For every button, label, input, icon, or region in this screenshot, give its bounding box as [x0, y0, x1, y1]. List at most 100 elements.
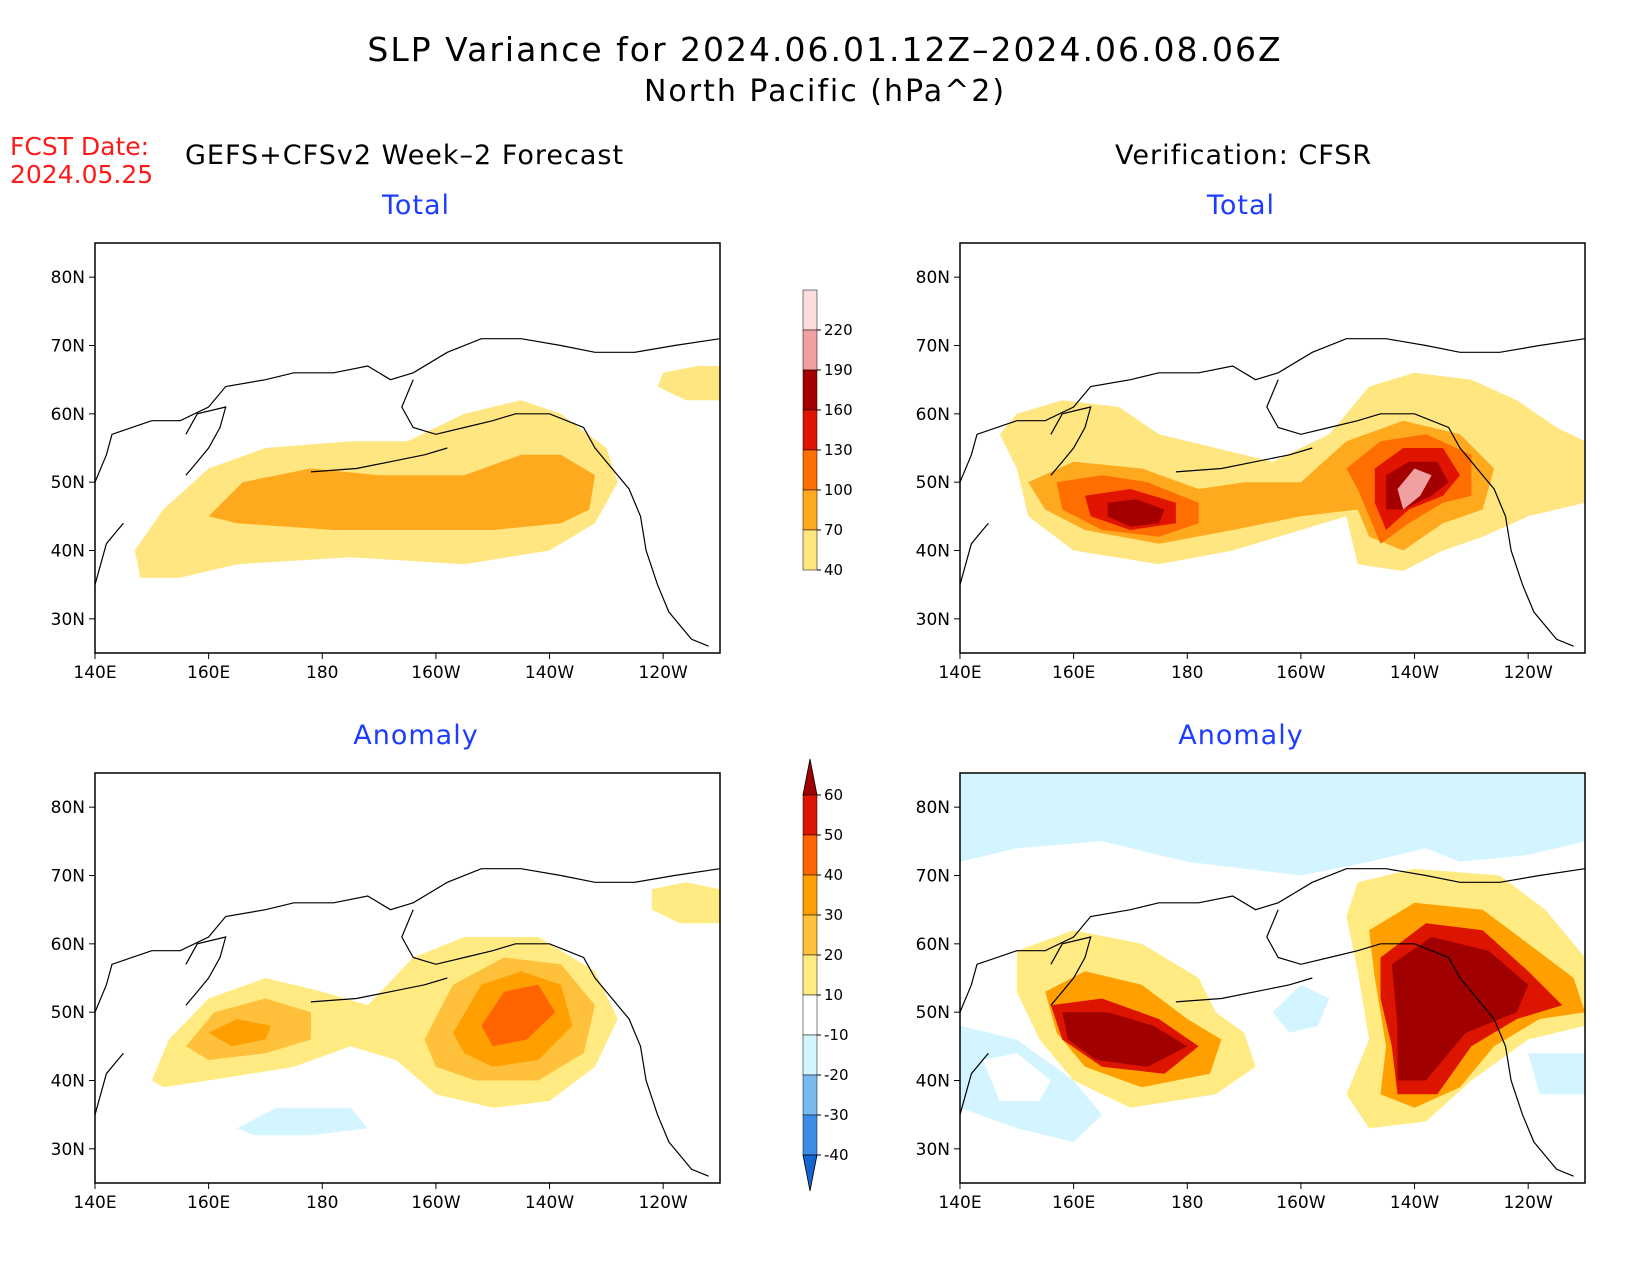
colorbar-tick-label: 60 — [824, 786, 843, 804]
fcst-date-label: FCST Date: — [10, 132, 150, 161]
lat-tick-label: 40N — [51, 1072, 85, 1092]
colorbar-anomaly: 60 50 40 30 20 10 -10 -20 -30 -40 — [802, 758, 849, 1192]
colorbar-top-arrow — [802, 758, 818, 796]
coastline — [960, 338, 1585, 647]
lon-tick-label: 180 — [306, 1193, 338, 1213]
lat-tick-label: 80N — [51, 268, 85, 288]
panel-title-forecast-anomaly: Anomaly — [353, 720, 479, 751]
colorbar-tick-label: 40 — [824, 561, 843, 579]
colorbar-swatch — [802, 1114, 818, 1156]
colorbar-tick-label: 10 — [824, 986, 843, 1004]
panel-frame — [959, 772, 1586, 1184]
colorbar-swatch — [802, 914, 818, 956]
panel-frame — [959, 242, 1586, 654]
lon-tick-label: 180 — [306, 663, 338, 683]
colorbar-swatch — [802, 529, 818, 571]
coastline-segment-4 — [1175, 977, 1313, 1003]
colorbar-tick-label: -20 — [824, 1066, 849, 1084]
colorbar-tick-label: 50 — [824, 826, 843, 844]
lat-tick-label: 50N — [916, 1003, 950, 1023]
shaded-field — [134, 366, 720, 578]
lon-tick-label: 160W — [411, 1193, 460, 1213]
colorbar-tick-label: 30 — [824, 906, 843, 924]
coastline-segment-1 — [1266, 379, 1574, 647]
contour-fill-2 — [1272, 984, 1330, 1033]
colorbar-swatch — [802, 954, 818, 996]
coastline-segment-4 — [1175, 447, 1313, 473]
coastline-segment-1 — [1266, 909, 1574, 1177]
coastline-segment-0 — [960, 338, 1585, 483]
lon-tick-label: 140E — [938, 1193, 981, 1213]
lon-tick-label: 120W — [639, 663, 688, 683]
lat-tick-label: 60N — [916, 405, 950, 425]
lat-tick-label: 70N — [51, 337, 85, 357]
map-title: SLP Variance for 2024.06.01.12Z–2024.06.… — [367, 30, 1283, 69]
shaded-field — [960, 773, 1585, 1142]
panel-verification-total: 80N 70N 60N 50N 40N 30N 140E 160E 180 160W 140W 120… — [916, 242, 1586, 683]
colorbar-swatch — [802, 329, 818, 371]
forecast-column-heading: GEFS+CFSv2 Week–2 Forecast — [185, 140, 625, 171]
coastline-segment-2 — [185, 406, 227, 476]
lat-tick-label: 30N — [916, 1140, 950, 1160]
lon-tick-label: 160W — [1276, 663, 1325, 683]
contour-fill-7 — [481, 984, 556, 1047]
colorbar-total: 220 190 160 130 100 70 40 — [802, 289, 853, 579]
lat-tick-label: 30N — [51, 1140, 85, 1160]
lon-tick-label: 140E — [73, 663, 116, 683]
panel-title-verification-total: Total — [1206, 190, 1276, 221]
coastline-segment-2 — [1050, 406, 1092, 476]
lat-tick-label: 60N — [51, 935, 85, 955]
contour-fill-3 — [1528, 1053, 1585, 1095]
shaded-field — [151, 882, 720, 1136]
lat-tick-label: 40N — [916, 542, 950, 562]
colorbar-swatch — [802, 289, 818, 331]
lat-tick-label: 40N — [916, 1072, 950, 1092]
lat-tick-label: 50N — [51, 473, 85, 493]
lat-tick-label: 50N — [916, 473, 950, 493]
lat-tick-label: 70N — [51, 867, 85, 887]
contour-fill-0 — [237, 1107, 368, 1136]
fcst-date-value: 2024.05.25 — [10, 160, 154, 189]
coastline — [960, 868, 1585, 1177]
contour-fill-4 — [982, 1053, 1051, 1101]
colorbar-swatch — [802, 449, 818, 491]
panel-frame — [94, 772, 721, 1184]
coastline-segment-0 — [95, 868, 720, 1013]
lat-tick-label: 30N — [916, 610, 950, 630]
lat-tick-label: 60N — [51, 405, 85, 425]
colorbar-tick-label: 130 — [824, 441, 853, 459]
colorbar-tick-label: 100 — [824, 481, 853, 499]
panel-forecast-anomaly: 80N 70N 60N 50N 40N 30N 140E 160E 180 160W 140W 120… — [51, 772, 721, 1213]
colorbar-tick-label: 160 — [824, 401, 853, 419]
lon-tick-label: 160E — [187, 663, 230, 683]
colorbar-swatch — [802, 1074, 818, 1116]
colorbar-swatch — [802, 794, 818, 836]
coastline-segment-2 — [185, 936, 227, 1006]
lon-tick-label: 160E — [187, 1193, 230, 1213]
colorbar-tick-label: -10 — [824, 1026, 849, 1044]
lon-tick-label: 140W — [1390, 1193, 1439, 1213]
lon-tick-label: 180 — [1171, 1193, 1203, 1213]
lon-tick-label: 140W — [1390, 663, 1439, 683]
contour-fill-2 — [208, 454, 595, 530]
colorbar-swatch — [802, 1034, 818, 1076]
contour-fill-1 — [657, 366, 720, 401]
colorbar-swatch — [802, 369, 818, 411]
lon-tick-label: 120W — [1504, 663, 1553, 683]
coastline-segment-4 — [310, 977, 448, 1003]
panel-forecast-total: 80N 70N 60N 50N 40N 30N 140E 160E 180 160W 140W 120… — [51, 242, 721, 683]
colorbar-tick-label: 70 — [824, 521, 843, 539]
coastline-segment-1 — [401, 909, 709, 1177]
lon-tick-label: 160W — [411, 663, 460, 683]
colorbar-tick-label: 20 — [824, 946, 843, 964]
lat-tick-label: 40N — [51, 542, 85, 562]
panel-verification-anomaly: 80N 70N 60N 50N 40N 30N 140E 160E 180 160W 140W 120… — [916, 772, 1586, 1213]
lon-tick-label: 140W — [525, 1193, 574, 1213]
lat-tick-label: 80N — [51, 798, 85, 818]
coastline — [95, 868, 720, 1177]
map-subtitle: North Pacific (hPa^2) — [643, 74, 1007, 109]
colorbar-tick-label: -30 — [824, 1106, 849, 1124]
coastline-segment-3 — [960, 522, 989, 585]
lat-tick-label: 30N — [51, 610, 85, 630]
